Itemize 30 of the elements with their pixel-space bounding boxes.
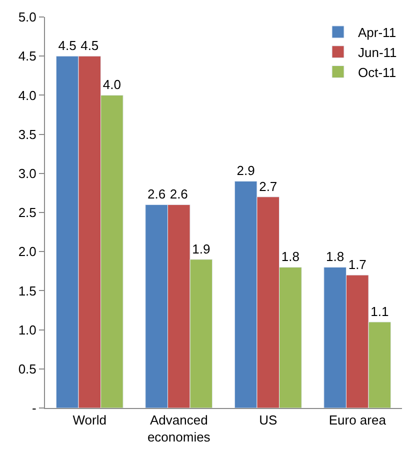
- legend-label: Jun-11: [358, 44, 397, 60]
- y-tick-label: 2.0: [18, 244, 36, 260]
- legend-label: Oct-11: [358, 64, 396, 80]
- legend-label: Apr-11: [358, 25, 396, 40]
- data-label: 4.5: [58, 38, 76, 54]
- y-tick-label: 4.5: [18, 48, 36, 64]
- x-tick-label: US: [259, 412, 278, 428]
- x-tick-label: World: [72, 412, 106, 428]
- data-label: 1.1: [370, 304, 389, 319]
- data-label: 1.9: [192, 241, 210, 256]
- data-label: 1.8: [281, 249, 300, 264]
- data-label: 4.5: [80, 38, 99, 54]
- data-label: 2.6: [148, 186, 166, 202]
- x-tick-label: Advanced economies: [147, 412, 211, 444]
- y-tick-label: 4.0: [18, 88, 36, 103]
- y-tick-label: 1.5: [18, 283, 36, 298]
- y-tick-label: 1.0: [18, 322, 36, 338]
- data-label: 2.7: [259, 178, 278, 194]
- y-tick-label: 0.5: [18, 361, 36, 376]
- data-label: 2.6: [170, 186, 188, 202]
- data-label: 4.0: [102, 77, 121, 92]
- data-label: 2.9: [236, 163, 255, 178]
- y-tick-label: 2.5: [18, 205, 36, 220]
- y-tick-label: 5.0: [18, 10, 36, 25]
- x-tick-label: Euro area: [328, 412, 387, 428]
- y-tick-label: -: [32, 400, 36, 416]
- y-tick-label: 3.0: [18, 166, 36, 181]
- data-label: 1.7: [348, 257, 366, 272]
- y-tick-label: 3.5: [18, 126, 36, 142]
- data-label: 1.8: [326, 249, 344, 264]
